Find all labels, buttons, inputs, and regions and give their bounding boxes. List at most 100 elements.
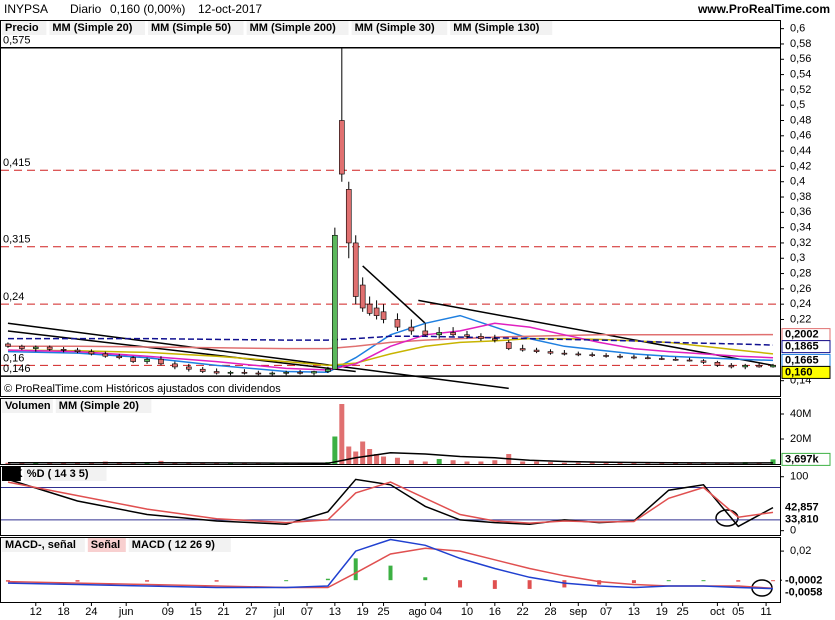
- y-tick-label: 0,48: [790, 114, 811, 126]
- legend-entry: %D ( 14 3 5): [27, 468, 89, 480]
- y-tick-label: 0,46: [790, 130, 811, 142]
- legend-entry: Volumen: [5, 400, 51, 412]
- stoch-line: [7, 481, 774, 524]
- y-tick-label: 0,36: [790, 206, 811, 218]
- x-tick-label: ago 04: [408, 606, 442, 618]
- volume-bar: [589, 462, 595, 464]
- macd-histogram: [597, 580, 602, 585]
- value-label: 0,1865: [785, 341, 819, 353]
- volume-bar: [339, 404, 345, 464]
- candle-body: [645, 357, 651, 360]
- stoch-plot: [1, 478, 780, 528]
- y-tick-label: 0,28: [790, 267, 811, 279]
- candle-body: [352, 242, 359, 297]
- candle-body: [672, 358, 679, 361]
- value-label-box: [781, 340, 831, 354]
- volume-bar: [659, 463, 665, 464]
- candle-body: [373, 307, 380, 316]
- x-tick-label: 15: [190, 606, 202, 618]
- legend-entry: MACD-, señal: [5, 539, 76, 551]
- moving-average: [8, 335, 774, 346]
- candle-body: [380, 311, 387, 320]
- y-tick-label: 0,52: [790, 84, 811, 96]
- legend-box: [23, 467, 107, 481]
- y-tick-label: 0,6: [790, 23, 805, 35]
- copyright: © ProRealTime.com Históricos ajustados c…: [4, 383, 281, 395]
- candle-body: [241, 371, 248, 374]
- volume-bar: [617, 463, 623, 464]
- legend-box: [2, 21, 47, 35]
- x-tick-label: 28: [544, 606, 556, 618]
- value-label: 0,1665: [785, 354, 819, 366]
- volume-bar: [394, 457, 400, 464]
- x-tick-label: 18: [57, 606, 69, 618]
- trend-line: [7, 322, 509, 390]
- x-tick-label: 19: [656, 606, 668, 618]
- legend-box: [148, 21, 244, 35]
- macd-histogram: [458, 580, 463, 588]
- candle-body: [756, 365, 762, 368]
- moving-average: [8, 333, 774, 350]
- legend-entry: MM (Simple 30): [355, 22, 435, 34]
- x-tick-label: 27: [245, 606, 257, 618]
- candle-body: [603, 355, 609, 357]
- candle-body: [631, 356, 637, 359]
- candle-body: [60, 349, 67, 351]
- macd-histogram: [145, 580, 150, 582]
- volume-bar: [436, 459, 442, 464]
- candle-body: [283, 371, 289, 374]
- x-tick-label: 19: [357, 606, 369, 618]
- candle-body: [5, 343, 11, 347]
- value-label-box: [782, 586, 830, 599]
- volume-bar: [770, 459, 776, 464]
- candle-body: [325, 368, 331, 372]
- x-tick-label: jun: [118, 606, 134, 618]
- x-tick-label: 09: [162, 606, 174, 618]
- x-tick-label: 13: [329, 606, 341, 618]
- macd-histogram: [5, 580, 10, 582]
- volume-bar: [464, 461, 470, 464]
- legend-entry: MM (Simple 200): [250, 22, 337, 34]
- volume-bar: [200, 463, 206, 464]
- candle-body: [700, 360, 707, 363]
- candle-body: [617, 355, 623, 358]
- candle-body: [130, 357, 136, 362]
- volume-bar: [19, 463, 25, 464]
- candle-body: [547, 351, 554, 354]
- annotation-circle: [715, 509, 739, 527]
- legend-box: [87, 538, 126, 552]
- candle-body: [770, 365, 776, 368]
- y-tick-label: 0,02: [790, 545, 811, 557]
- volume-bar: [172, 463, 178, 464]
- candle-body: [227, 371, 234, 374]
- candle-body: [408, 326, 415, 332]
- x-tick-label: 07: [600, 606, 612, 618]
- period: Diario: [70, 2, 102, 16]
- candle-body: [311, 371, 317, 374]
- legend-box: [2, 538, 85, 552]
- candle-body: [213, 371, 220, 374]
- volume-bar: [492, 460, 498, 464]
- candle-body: [561, 352, 568, 355]
- candle-body: [339, 120, 345, 175]
- macd-histogram: [353, 558, 358, 581]
- macd-histogram: [75, 580, 80, 582]
- candle-body: [345, 189, 352, 244]
- y-tick-label: 0,3: [790, 252, 805, 264]
- y-tick-label: 0,44: [790, 145, 811, 157]
- legend-box: [49, 21, 145, 35]
- candle-body: [297, 371, 303, 374]
- level-label: 0,16: [3, 352, 24, 364]
- y-tick-label: 0,34: [790, 222, 811, 234]
- x-tick-label: oct: [710, 606, 725, 618]
- candle-body: [575, 353, 582, 356]
- volume-bar: [346, 446, 352, 464]
- legend-box: [351, 21, 448, 35]
- macd-histogram: [631, 580, 636, 584]
- candle-body: [185, 366, 192, 370]
- volume-bar: [360, 441, 366, 464]
- value-label: 42,857: [785, 501, 819, 513]
- value-label: -0,0002: [785, 574, 822, 586]
- candle-body: [102, 353, 109, 357]
